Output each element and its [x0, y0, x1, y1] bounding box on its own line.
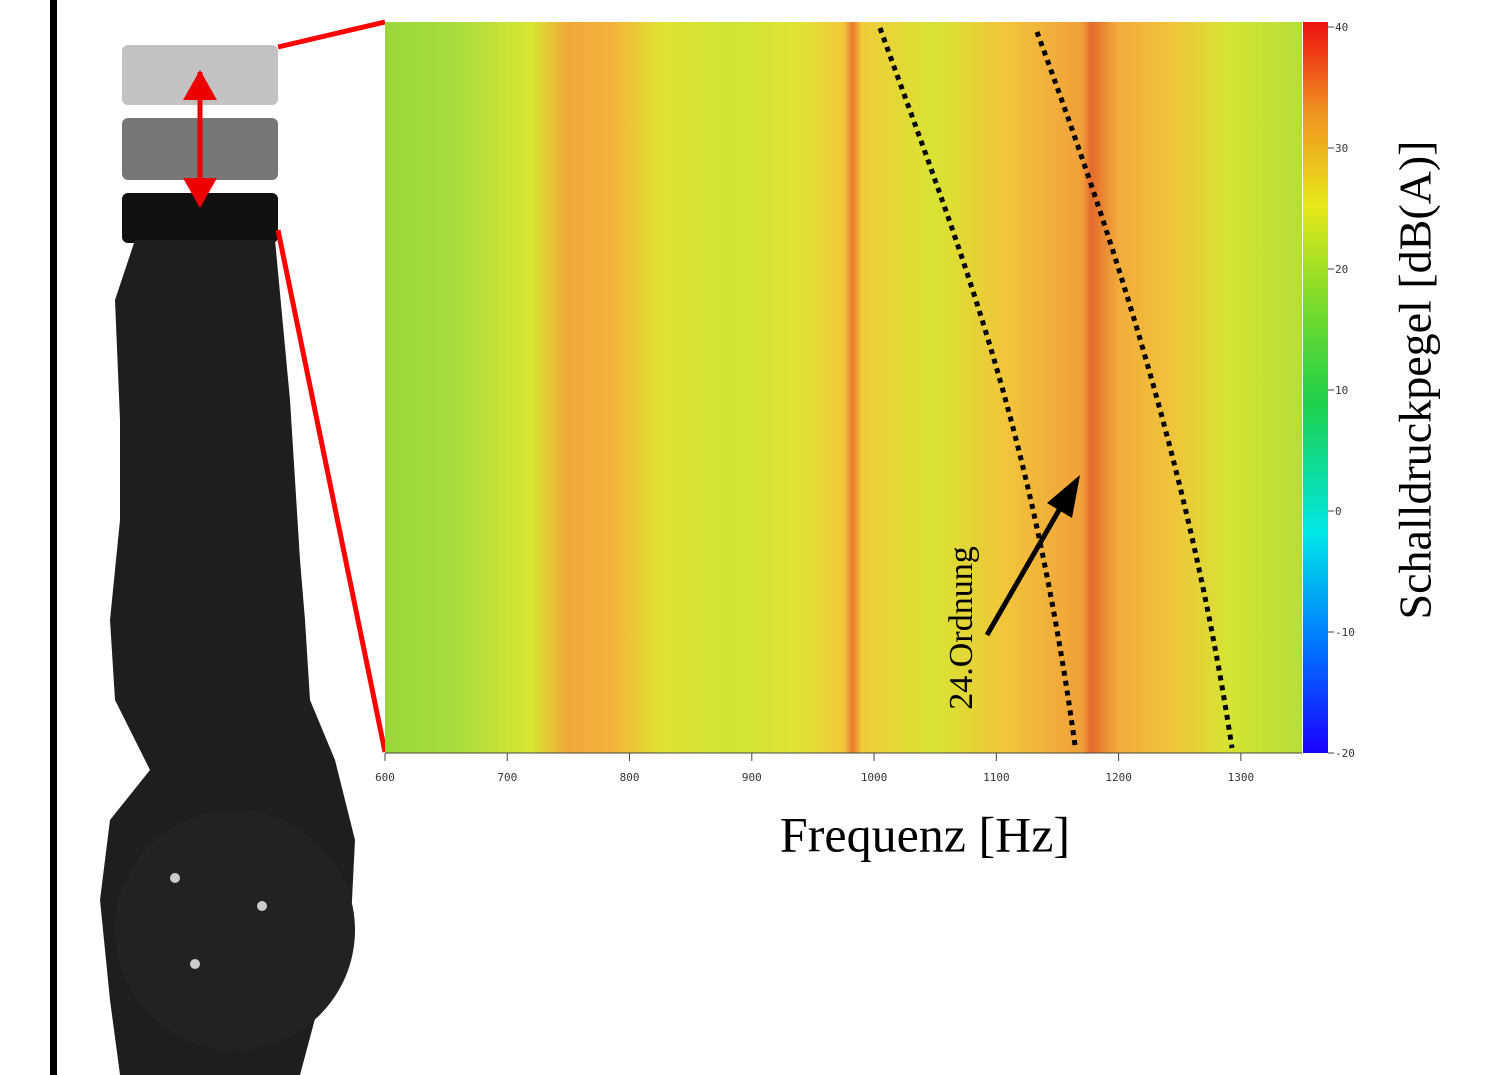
- colorbar-tick-label: -10: [1335, 626, 1355, 639]
- photo: [100, 45, 355, 1075]
- x-tick-label: 1300: [1228, 771, 1255, 784]
- colorbar-label: Schalldruckpegel [dB(A)]: [1390, 140, 1441, 619]
- colorbar-tick-label: 20: [1335, 263, 1348, 276]
- x-tick-label: 900: [742, 771, 762, 784]
- order-lines: [877, 27, 1235, 749]
- spectrogram: [385, 22, 1302, 753]
- x-tick-label: 1000: [861, 771, 888, 784]
- x-tick-label: 600: [375, 771, 395, 784]
- x-tick-label: 1200: [1105, 771, 1132, 784]
- colorbar: [1303, 22, 1328, 753]
- annotation-arrow: [984, 475, 1080, 637]
- colorbar-tick-label: -20: [1335, 747, 1355, 760]
- zoom-line: [275, 229, 388, 753]
- zoom-line: [277, 19, 386, 50]
- x-tick-label: 800: [620, 771, 640, 784]
- x-tick-label: 1100: [983, 771, 1010, 784]
- colorbar-tick-label: 10: [1335, 384, 1348, 397]
- annotation: 24.Ordnung: [943, 546, 980, 709]
- x-tick-label: 700: [497, 771, 517, 784]
- colorbar-tick-label: 30: [1335, 142, 1348, 155]
- edge-bar: [50, 0, 57, 1075]
- x-axis-label: Frequenz [Hz]: [780, 806, 1070, 862]
- colorbar-tick-label: 40: [1335, 21, 1348, 34]
- colorbar-tick-label: 0: [1335, 505, 1342, 518]
